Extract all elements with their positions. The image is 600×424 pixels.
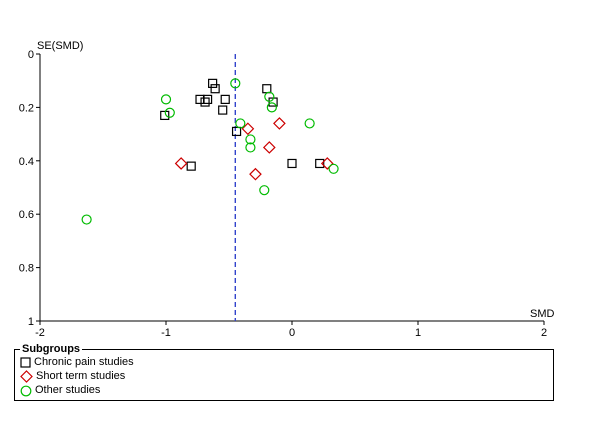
chronic-pain-point [210,84,220,94]
chronic-pain-point [160,110,170,121]
chronic-pain-point [218,105,228,115]
short-term-point [273,117,286,130]
chronic-pain-point [208,78,218,88]
legend-title: Subgroups [20,343,83,355]
other-study-point [245,134,256,145]
other-study-point [81,214,92,225]
x-axis-title: SMD [530,308,555,320]
other-study-point [304,118,315,129]
legend-label-short-term: Short term studies [36,370,126,382]
other-study-point [245,142,256,153]
short-term-point [249,167,262,181]
diamond-marker-icon [20,370,33,383]
y-tick-label: 1 [28,316,34,328]
legend-item-chronic-pain: Chronic pain studies [20,356,134,369]
other-study-point [266,102,277,113]
data-points-layer [81,78,339,225]
other-study-point [328,163,339,174]
short-term-point [241,122,255,136]
chronic-pain-point [262,84,272,94]
y-tick-label: 0.2 [19,102,34,114]
axes: 00.20.40.60.81-2 -1 0 1 2 [19,49,547,339]
y-tick-label: 0.4 [19,156,34,168]
legend-label-chronic-pain: Chronic pain studies [34,356,134,368]
short-term-point [174,157,188,170]
legend-item-short-term: Short term studies [20,370,125,383]
chronic-pain-point [202,94,213,104]
chronic-pain-point [200,97,210,107]
other-study-point [264,91,275,102]
chronic-pain-point [220,94,230,104]
legend-label-other: Other studies [35,384,101,396]
y-tick-label: 0.8 [19,263,34,275]
x-tick-label: 2 [541,327,547,339]
x-tick-label: 0 [289,327,295,339]
chronic-pain-point [315,158,325,169]
other-study-point [259,185,270,196]
other-study-point [160,94,172,105]
legend-item-other: Other studies [20,384,100,397]
y-tick-label: 0.6 [19,209,34,221]
x-tick-label: -1 [161,327,171,339]
square-marker-icon [20,357,31,368]
x-tick-label: 1 [415,327,421,339]
chronic-pain-point [195,94,205,104]
y-axis-title: SE(SMD) [37,40,83,52]
chronic-pain-point [287,158,297,169]
short-term-point [320,157,334,170]
other-study-point [230,78,241,89]
circle-marker-icon [20,385,32,396]
short-term-point [262,141,276,154]
chronic-pain-point [186,161,196,171]
y-tick-label: 0 [28,49,34,61]
x-tick-label: -2 [35,327,45,339]
other-study-point [164,107,175,118]
legend [14,349,554,401]
chronic-pain-point [231,126,242,137]
other-study-point [235,118,246,129]
